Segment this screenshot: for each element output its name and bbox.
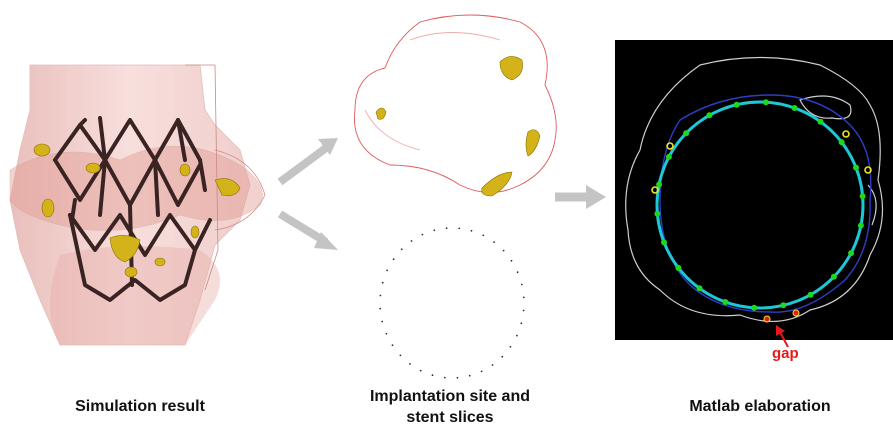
stent-slice-point: [433, 229, 436, 232]
stent-slice-point: [522, 309, 525, 312]
stent-slice-point: [431, 374, 434, 377]
arrow-to-matlab: [555, 185, 606, 209]
stent-node: [830, 273, 837, 280]
simulation-panel: [9, 64, 266, 346]
implantation-panel: [353, 14, 557, 379]
stent-node: [675, 264, 682, 271]
implantation-caption: Implantation site and stent slices: [330, 386, 570, 428]
stent-frame: [53, 116, 212, 302]
stent-slice-point: [379, 294, 382, 297]
stent-slice-point: [419, 369, 422, 372]
stent-slice-point: [502, 249, 505, 252]
stent-slice-point: [520, 322, 523, 325]
stent-slice-point: [516, 271, 519, 274]
stent-slice-point: [381, 281, 384, 284]
stent-slice-point: [522, 296, 525, 299]
stent-slice-point: [482, 234, 485, 237]
stent-node: [661, 239, 667, 246]
stent-node: [762, 99, 769, 106]
stent-slice-point: [509, 345, 512, 348]
matlab-panel: [615, 40, 893, 348]
stent-node: [696, 285, 703, 292]
stent-node: [859, 193, 866, 200]
stent-node: [853, 164, 859, 171]
stent-slice-point: [386, 269, 388, 272]
stent-node: [848, 250, 855, 257]
implantation-caption-line2: stent slices: [406, 409, 494, 426]
arrow-to-slices: [277, 210, 338, 250]
stent-slice-point: [468, 374, 471, 377]
stent-node: [791, 105, 798, 111]
implantation-contour: [353, 14, 557, 193]
stent-slice-point: [510, 259, 513, 262]
simulation-caption: Simulation result: [75, 398, 205, 415]
stent-node: [683, 130, 690, 137]
implantation-caption-line1: Implantation site and: [369, 388, 530, 405]
matlab-caption: Matlab elaboration: [689, 398, 831, 415]
stent-slice-points: [379, 227, 525, 379]
stent-slice-point: [421, 233, 424, 236]
stent-node: [817, 118, 824, 125]
stent-nodes: [654, 99, 866, 311]
stent-slice-point: [456, 376, 459, 379]
stent-node: [857, 222, 864, 229]
stent-node: [751, 304, 758, 311]
stent-slice-point: [409, 363, 411, 365]
stent-node: [706, 112, 713, 119]
stent-slice-point: [400, 248, 403, 251]
stent-node: [654, 210, 661, 217]
calcification-markers: [651, 130, 872, 194]
stent-node: [656, 181, 663, 188]
implantation-calcifications: [375, 56, 541, 197]
stent-node: [733, 101, 740, 108]
fitted-contour: [659, 94, 872, 313]
stent-slice-point: [381, 320, 384, 323]
stent-slice-point: [491, 364, 494, 366]
stent-node: [665, 153, 672, 160]
stent-slice-point: [410, 240, 413, 242]
stent-slice-point: [470, 229, 473, 232]
stent-slice-point: [516, 334, 518, 337]
stent-circle-group: [654, 99, 866, 311]
stent-slice-point: [520, 283, 523, 286]
stent-slice-point: [379, 307, 382, 310]
stent-slice-point: [501, 355, 504, 358]
stent-slice-point: [443, 376, 446, 379]
gap-label: gap: [772, 345, 799, 362]
arrow-to-contour: [277, 138, 338, 186]
stent-slice-point: [480, 370, 483, 373]
stent-node: [838, 139, 845, 146]
stent-slice-point: [493, 241, 495, 244]
stent-slice-point: [385, 332, 388, 335]
gap-arrow: [776, 325, 789, 348]
stent-node: [807, 291, 814, 298]
stent-circle: [655, 100, 865, 310]
stent-node: [780, 302, 787, 309]
stent-slice-point: [399, 354, 402, 357]
stent-slice-point: [391, 344, 394, 347]
matlab-background: [615, 40, 893, 340]
stent-slice-point: [445, 227, 448, 230]
calcification-deposits: [33, 143, 241, 278]
stent-slice-point: [458, 227, 461, 230]
gap-markers: [763, 309, 800, 323]
stent-node: [722, 299, 729, 305]
stent-slice-point: [392, 258, 395, 261]
